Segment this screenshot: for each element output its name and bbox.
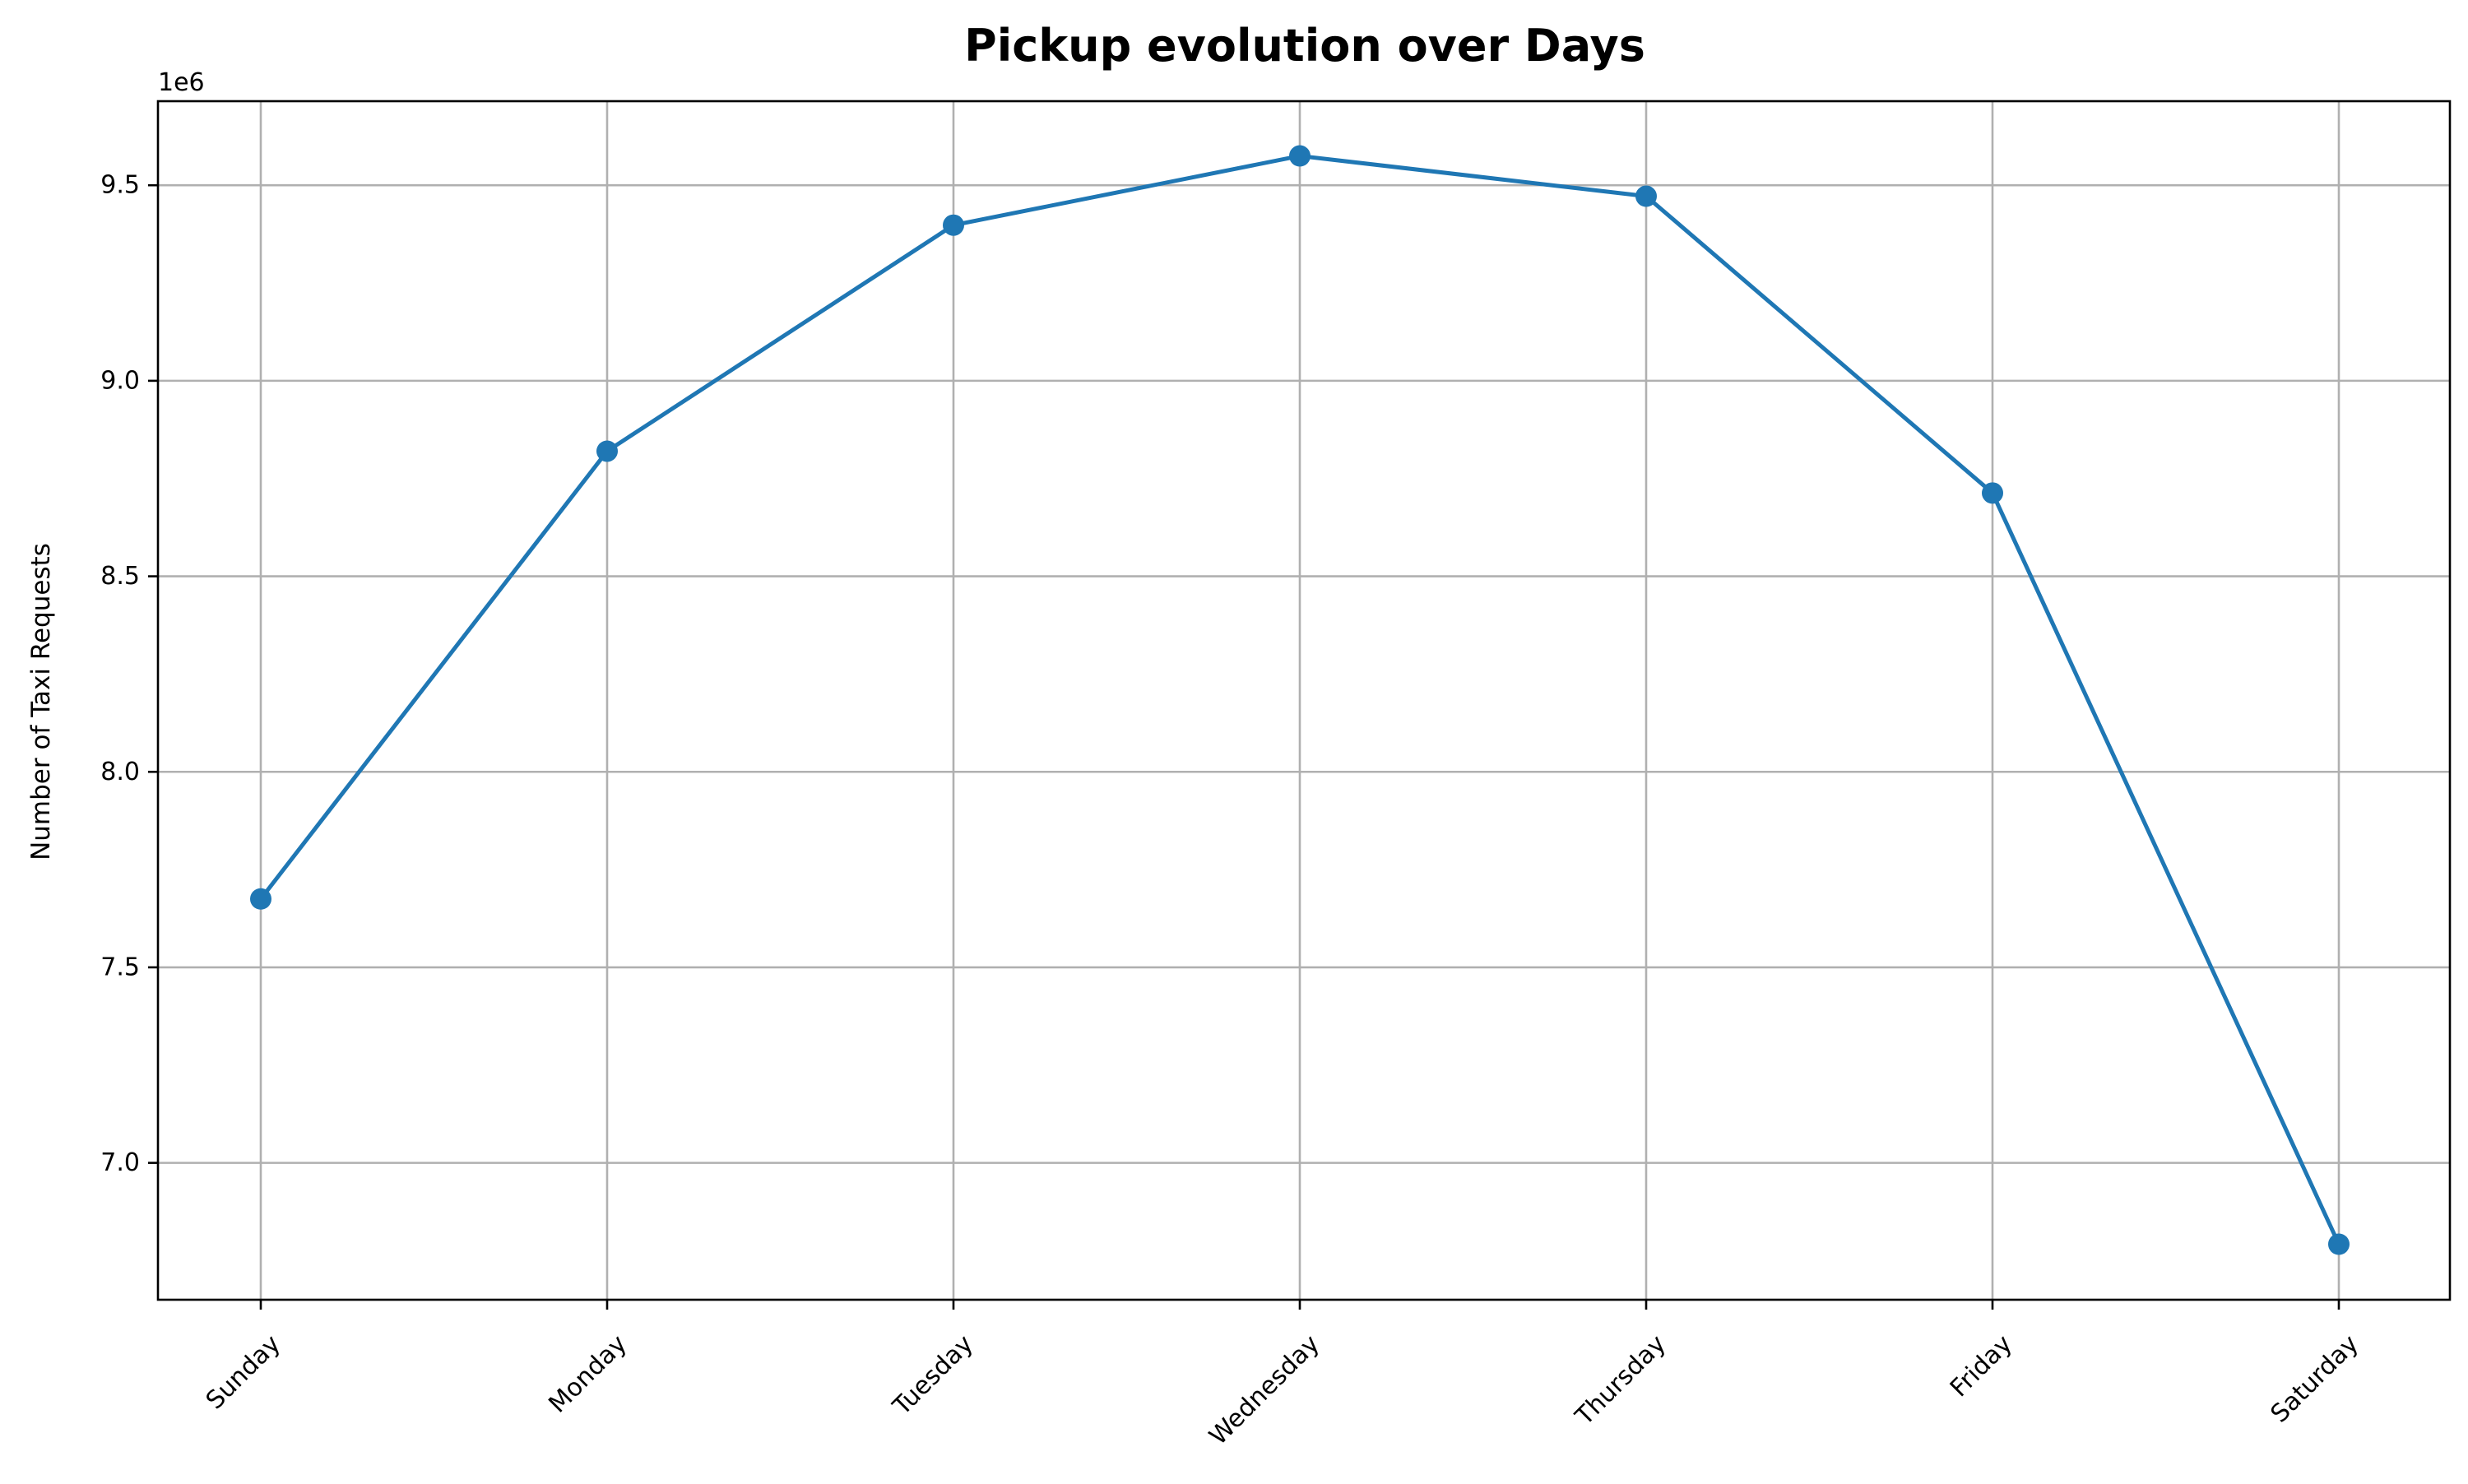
y-tick-label: 9.0 (100, 366, 140, 395)
series-layer (250, 145, 2350, 1255)
chart-title: Pickup evolution over Days (964, 20, 1645, 72)
y-tick-label: 8.0 (100, 758, 140, 786)
y-axis-label: Number of Taxi Requests (26, 543, 56, 860)
y-tick-label: 7.5 (100, 953, 140, 981)
data-point-marker (1982, 482, 2003, 504)
data-point-marker (1635, 185, 1657, 207)
data-point-marker (943, 214, 964, 236)
data-point-marker (250, 888, 271, 910)
y-tick-label: 7.0 (100, 1148, 140, 1177)
data-point-marker (596, 440, 618, 462)
plot-area-frame (156, 100, 2452, 1301)
y-tick-label: 9.5 (100, 171, 140, 200)
y-axis-offset-label: 1e6 (158, 68, 205, 97)
grid-lines (158, 101, 2450, 1300)
data-point-marker (1289, 145, 1311, 167)
y-tick-label: 8.5 (100, 562, 140, 591)
data-point-marker (2328, 1233, 2350, 1255)
